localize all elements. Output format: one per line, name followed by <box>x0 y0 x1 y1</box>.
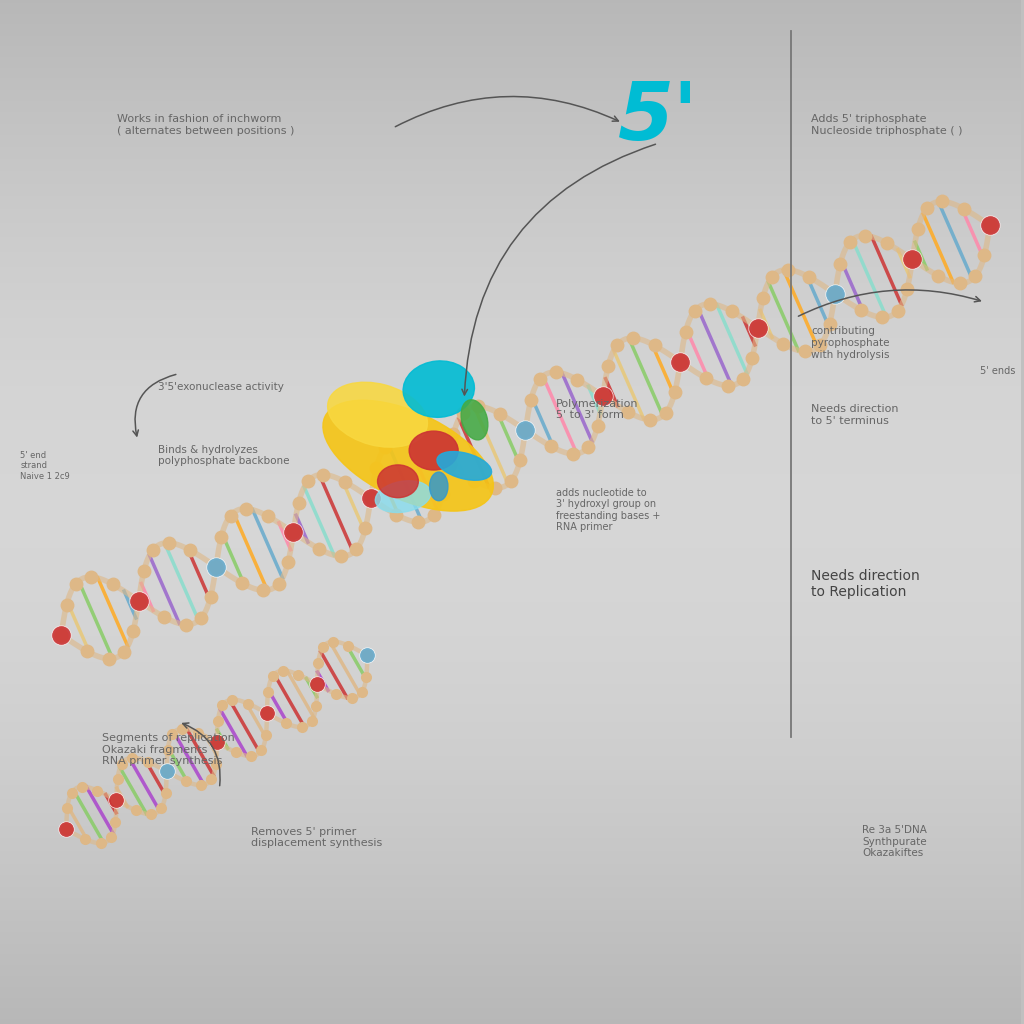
Ellipse shape <box>430 472 447 501</box>
Text: Needs direction
to Replication: Needs direction to Replication <box>811 568 920 599</box>
Text: Needs direction
to 5' terminus: Needs direction to 5' terminus <box>811 403 899 426</box>
Text: Re 3a 5'DNA
Synthpurate
Okazakiftes: Re 3a 5'DNA Synthpurate Okazakiftes <box>862 825 927 858</box>
Text: contributing
pyrophosphate
with hydrolysis: contributing pyrophosphate with hydrolys… <box>811 327 890 359</box>
Text: 5' end
strand
Naive 1 2c9: 5' end strand Naive 1 2c9 <box>20 451 71 481</box>
Ellipse shape <box>437 452 492 480</box>
Text: 5': 5' <box>617 79 698 157</box>
Text: Polymerization
5' to 3' form: Polymerization 5' to 3' form <box>556 398 639 421</box>
Text: adds nucleotide to
3' hydroxyl group on
freestanding bases +
RNA primer: adds nucleotide to 3' hydroxyl group on … <box>556 487 660 532</box>
Ellipse shape <box>323 400 494 511</box>
Text: 3'5'exonuclease activity: 3'5'exonuclease activity <box>158 382 284 392</box>
Ellipse shape <box>461 399 487 440</box>
Text: Removes 5' primer
displacement synthesis: Removes 5' primer displacement synthesis <box>251 826 382 849</box>
Text: Segments of replication
Okazaki fragments
RNA primer synthesis: Segments of replication Okazaki fragment… <box>102 733 234 766</box>
Text: Adds 5' triphosphate
Nucleoside triphosphate ( ): Adds 5' triphosphate Nucleoside triphosp… <box>811 114 963 136</box>
Ellipse shape <box>403 360 474 418</box>
Ellipse shape <box>328 382 427 447</box>
Text: Binds & hydrolyzes
polyphosphate backbone: Binds & hydrolyzes polyphosphate backbon… <box>158 444 290 467</box>
Ellipse shape <box>375 480 431 513</box>
Text: 5' ends: 5' ends <box>980 366 1015 376</box>
Ellipse shape <box>378 465 419 498</box>
Text: Works in fashion of inchworm
( alternates between positions ): Works in fashion of inchworm ( alternate… <box>118 114 295 136</box>
Ellipse shape <box>410 431 458 470</box>
